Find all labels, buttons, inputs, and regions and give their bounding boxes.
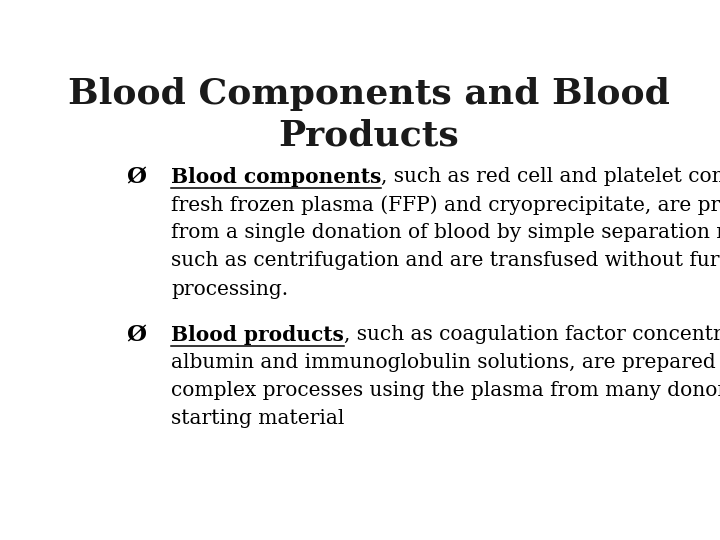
Text: processing.: processing. — [171, 280, 288, 299]
Text: Blood components: Blood components — [171, 167, 382, 187]
Text: , such as coagulation factor concentrates,: , such as coagulation factor concentrate… — [343, 325, 720, 343]
Text: fresh frozen plasma (FFP) and cryoprecipitate, are prepared: fresh frozen plasma (FFP) and cryoprecip… — [171, 195, 720, 214]
Text: Ø: Ø — [126, 167, 146, 188]
Text: Blood products: Blood products — [171, 325, 343, 345]
Text: Ø: Ø — [126, 325, 146, 347]
Text: complex processes using the plasma from many donors as the: complex processes using the plasma from … — [171, 381, 720, 400]
Text: from a single donation of blood by simple separation methods: from a single donation of blood by simpl… — [171, 223, 720, 242]
Text: starting material: starting material — [171, 409, 344, 429]
Text: , such as red cell and platelet concentrates,: , such as red cell and platelet concentr… — [382, 167, 720, 186]
Text: albumin and immunoglobulin solutions, are prepared by: albumin and immunoglobulin solutions, ar… — [171, 353, 720, 372]
Text: Blood Components and Blood
Products: Blood Components and Blood Products — [68, 77, 670, 152]
Text: such as centrifugation and are transfused without further: such as centrifugation and are transfuse… — [171, 252, 720, 271]
